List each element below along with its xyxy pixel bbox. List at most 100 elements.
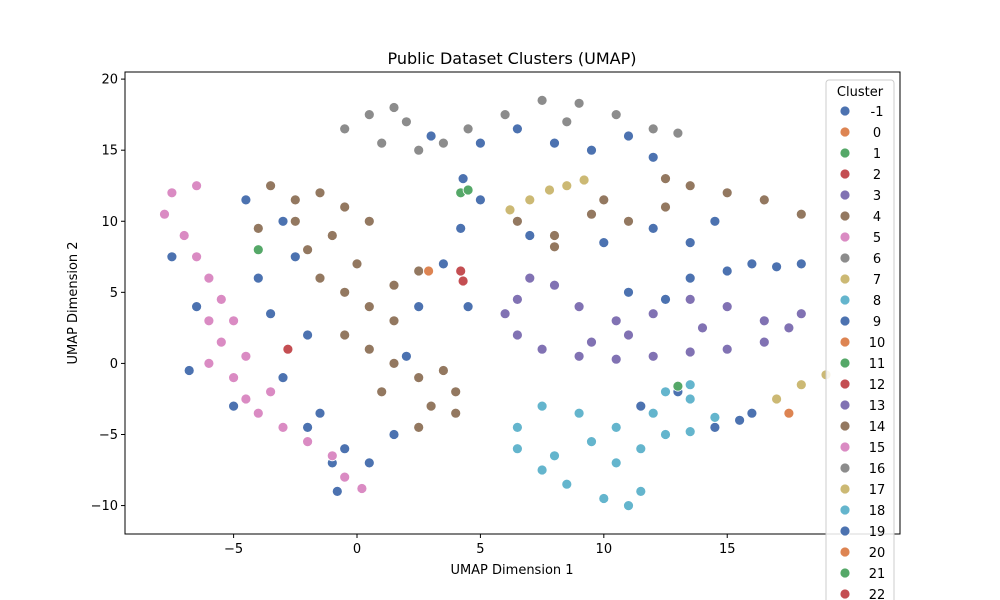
data-point bbox=[709, 411, 721, 423]
data-point bbox=[178, 230, 190, 241]
data-point bbox=[302, 244, 314, 256]
data-point bbox=[672, 380, 684, 392]
legend-marker bbox=[839, 273, 851, 285]
data-point bbox=[536, 95, 548, 106]
data-point bbox=[376, 386, 388, 398]
data-point bbox=[561, 180, 573, 192]
data-point bbox=[339, 286, 351, 298]
data-point bbox=[647, 308, 659, 320]
data-point bbox=[549, 450, 560, 462]
data-point bbox=[549, 230, 560, 241]
legend-label: 12 bbox=[869, 378, 886, 393]
legend-marker bbox=[839, 483, 851, 495]
data-point bbox=[549, 137, 560, 149]
data-point bbox=[684, 237, 696, 249]
data-point bbox=[277, 215, 289, 227]
data-point bbox=[400, 350, 412, 362]
data-point bbox=[684, 180, 696, 192]
legend-label: 18 bbox=[869, 504, 886, 519]
data-point bbox=[289, 251, 301, 263]
legend-label: 3 bbox=[873, 189, 881, 204]
data-point bbox=[598, 194, 610, 206]
data-point bbox=[524, 194, 536, 206]
legend-label: 13 bbox=[869, 399, 886, 414]
y-tick-label: 15 bbox=[101, 144, 118, 159]
x-axis-ticks: −5 0 5 10 15 bbox=[224, 534, 736, 557]
data-point bbox=[721, 187, 733, 199]
data-point bbox=[536, 343, 548, 355]
x-tick-label: 15 bbox=[719, 542, 736, 557]
legend-label: 20 bbox=[869, 546, 886, 561]
data-point bbox=[455, 222, 467, 234]
legend-label: 22 bbox=[869, 588, 886, 600]
legend-label: 9 bbox=[873, 315, 881, 330]
data-point bbox=[721, 265, 733, 277]
data-point bbox=[684, 426, 696, 438]
x-tick-label: 0 bbox=[353, 542, 361, 557]
data-point bbox=[610, 353, 622, 365]
data-point bbox=[289, 194, 301, 206]
legend-label: 21 bbox=[869, 567, 886, 582]
legend-marker bbox=[839, 357, 851, 369]
legend-marker bbox=[839, 231, 851, 243]
legend-marker bbox=[839, 420, 851, 432]
legend-label: 6 bbox=[873, 252, 881, 267]
legend-marker bbox=[839, 105, 851, 117]
data-point bbox=[623, 500, 634, 512]
data-point bbox=[462, 184, 474, 196]
legend-marker bbox=[839, 315, 851, 327]
data-point bbox=[795, 208, 807, 220]
data-point bbox=[252, 222, 264, 234]
legend-label: 2 bbox=[873, 168, 881, 183]
data-point bbox=[586, 144, 597, 156]
data-point bbox=[504, 204, 516, 216]
legend-marker bbox=[839, 504, 851, 516]
data-point bbox=[265, 308, 277, 320]
data-point bbox=[647, 407, 659, 419]
data-point bbox=[586, 436, 597, 448]
y-tick-label: −10 bbox=[91, 499, 118, 514]
data-point bbox=[425, 400, 437, 412]
data-point bbox=[536, 464, 548, 476]
data-point bbox=[191, 301, 203, 313]
data-point bbox=[512, 123, 523, 135]
data-point bbox=[684, 346, 696, 358]
legend-label: 5 bbox=[873, 231, 881, 246]
data-point bbox=[795, 379, 807, 391]
data-point bbox=[457, 275, 469, 287]
data-point bbox=[314, 187, 326, 199]
legend-marker bbox=[839, 126, 851, 138]
legend-label: 15 bbox=[869, 441, 886, 456]
data-point bbox=[623, 215, 634, 227]
data-point bbox=[721, 301, 733, 313]
data-point bbox=[684, 393, 696, 405]
data-point bbox=[647, 222, 659, 234]
data-point bbox=[314, 407, 326, 419]
data-point bbox=[166, 187, 178, 199]
legend-marker bbox=[839, 546, 851, 558]
legend-marker bbox=[839, 210, 851, 222]
data-point bbox=[647, 123, 659, 135]
legend-label: 10 bbox=[869, 336, 886, 351]
x-tick-label: −5 bbox=[224, 542, 243, 557]
legend-marker bbox=[839, 168, 851, 180]
data-point bbox=[709, 421, 721, 433]
legend: Cluster -1012345678910111213141516171819… bbox=[825, 79, 895, 600]
data-point bbox=[795, 308, 807, 320]
data-point bbox=[544, 184, 555, 196]
legend-label: 16 bbox=[869, 462, 886, 477]
data-point bbox=[191, 251, 203, 263]
data-point bbox=[326, 450, 338, 462]
data-point bbox=[672, 127, 684, 139]
data-point bbox=[598, 493, 610, 504]
legend-label: 11 bbox=[869, 357, 886, 372]
legend-marker bbox=[839, 294, 851, 306]
data-point bbox=[660, 201, 671, 213]
data-point bbox=[326, 230, 338, 241]
data-point bbox=[586, 336, 597, 348]
data-point bbox=[302, 329, 314, 341]
data-point bbox=[758, 315, 770, 327]
data-point bbox=[499, 308, 511, 320]
data-point bbox=[302, 436, 314, 448]
data-point bbox=[474, 137, 486, 149]
